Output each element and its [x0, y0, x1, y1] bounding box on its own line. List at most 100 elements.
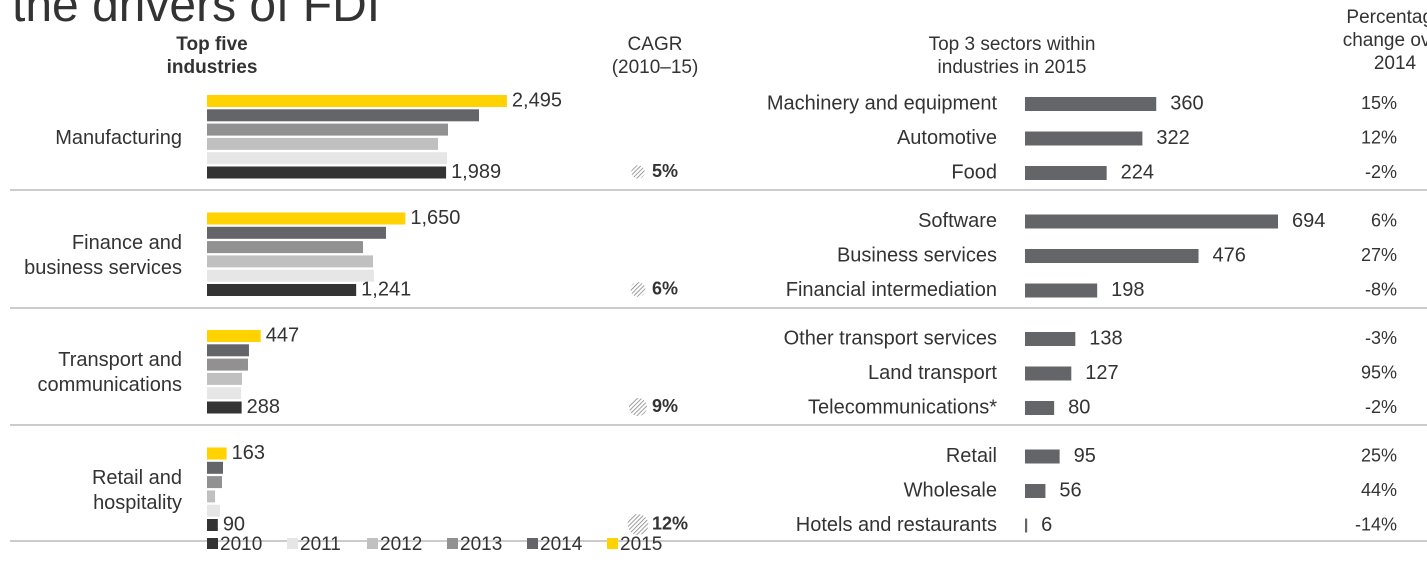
change-label: -2% — [1365, 162, 1397, 182]
sector-label: Software — [918, 210, 997, 232]
change-header: Percentage change over 2014 — [1342, 7, 1427, 74]
sector-label: Retail — [946, 445, 997, 467]
cagr-icon — [631, 165, 645, 179]
cagr-label: 5% — [652, 161, 678, 181]
legend-label: 2012 — [380, 534, 422, 555]
value-label: 90 — [223, 513, 245, 535]
sector-value-label: 360 — [1170, 92, 1203, 114]
value-label: 1,650 — [410, 207, 460, 229]
legend-swatch — [607, 538, 618, 549]
legend-label: 2010 — [220, 534, 262, 555]
bar — [207, 372, 242, 385]
sector-bar — [1025, 332, 1076, 346]
sector-label: Wholesale — [904, 479, 997, 501]
legend-label: 2013 — [460, 534, 502, 555]
industry-label: Retail and hospitality — [91, 466, 182, 514]
sector-value-label: 138 — [1089, 327, 1122, 349]
sectors-header: Top 3 sectors within industries in 2015 — [928, 34, 1096, 78]
change-label: 6% — [1371, 210, 1397, 230]
sector-bar — [1025, 166, 1107, 180]
bar — [207, 109, 480, 122]
change-label: -8% — [1365, 279, 1397, 299]
sector-label: Financial intermediation — [786, 279, 997, 301]
cagr-header: CAGR (2010–15) — [611, 34, 699, 78]
sector-label: Automotive — [897, 127, 997, 149]
change-label: 27% — [1361, 245, 1397, 265]
value-label: 1,241 — [361, 278, 411, 300]
value-label: 163 — [232, 442, 265, 464]
legend-swatch — [447, 538, 458, 549]
bar — [207, 461, 223, 474]
change-label: -3% — [1365, 328, 1397, 348]
bar — [207, 447, 227, 460]
bar — [207, 504, 220, 517]
page-title: the drivers of FDI — [12, 0, 381, 32]
change-label: 25% — [1361, 445, 1397, 465]
legend-swatch — [367, 538, 378, 549]
sector-value-label: 80 — [1068, 396, 1090, 418]
sector-value-label: 127 — [1085, 362, 1118, 384]
sector-label: Business services — [837, 244, 997, 266]
sector-label: Telecommunications* — [808, 396, 997, 418]
cagr-icon — [629, 398, 647, 416]
sector-bar — [1025, 214, 1279, 229]
legend-label: 2014 — [540, 534, 583, 555]
sector-value-label: 6 — [1041, 514, 1052, 536]
sector-value-label: 198 — [1111, 279, 1144, 301]
bar — [207, 255, 373, 268]
bar — [207, 476, 223, 489]
sector-label: Other transport services — [784, 327, 997, 349]
bar — [207, 226, 386, 239]
legend-swatch — [527, 538, 538, 549]
change-label: 12% — [1361, 127, 1397, 147]
sector-bar — [1025, 401, 1055, 415]
bar — [207, 241, 364, 254]
bar — [207, 123, 449, 136]
bar — [207, 269, 374, 282]
sector-label: Hotels and restaurants — [796, 514, 997, 536]
sector-bar — [1025, 518, 1028, 533]
bar — [207, 358, 248, 371]
sector-value-label: 476 — [1213, 244, 1246, 266]
bar — [207, 330, 261, 342]
sector-value-label: 56 — [1059, 479, 1081, 501]
sector-bar — [1025, 97, 1157, 111]
value-label: 2,495 — [512, 89, 562, 111]
sector-value-label: 322 — [1156, 127, 1189, 149]
bar — [207, 95, 507, 107]
sector-bar — [1025, 449, 1060, 464]
sector-label: Machinery and equipment — [767, 92, 998, 114]
change-label: 15% — [1361, 93, 1397, 113]
sector-label: Land transport — [868, 362, 997, 384]
legend-label: 2015 — [620, 534, 662, 555]
bar — [207, 387, 242, 400]
cagr-icon — [627, 514, 649, 535]
bar — [207, 137, 439, 150]
value-label: 288 — [247, 396, 280, 418]
sector-value-label: 694 — [1292, 210, 1325, 232]
sector-label: Food — [951, 161, 997, 183]
cagr-label: 12% — [652, 513, 688, 533]
industry-label: Manufacturing — [55, 126, 182, 149]
sector-bar — [1025, 249, 1199, 263]
industry-label: Transport and communications — [37, 349, 182, 396]
sector-bar — [1025, 366, 1072, 381]
bar — [207, 166, 447, 179]
bar — [207, 519, 218, 531]
change-label: -2% — [1365, 397, 1397, 417]
bar — [207, 401, 242, 414]
cagr-label: 6% — [652, 278, 678, 298]
bar — [207, 212, 406, 225]
industries-header: Top five industries — [166, 34, 258, 78]
value-label: 1,989 — [451, 161, 501, 183]
industry-label: Finance and business services — [24, 231, 182, 279]
legend-swatch — [287, 538, 298, 549]
change-label: -14% — [1355, 514, 1397, 534]
change-label: 44% — [1361, 480, 1397, 500]
bar — [207, 152, 448, 165]
legend-label: 2011 — [300, 534, 341, 555]
sector-value-label: 95 — [1074, 445, 1096, 467]
bar — [207, 284, 357, 296]
